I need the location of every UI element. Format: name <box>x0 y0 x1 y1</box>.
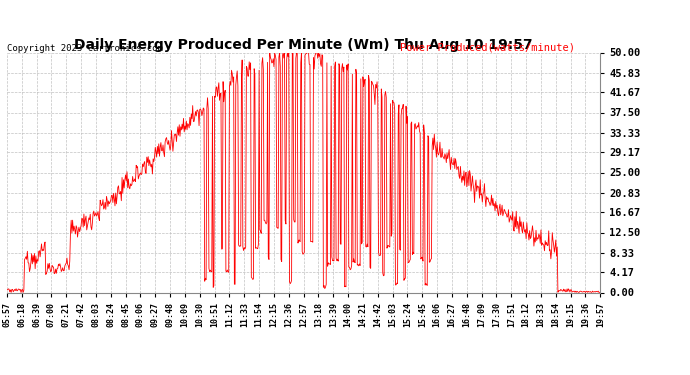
Title: Daily Energy Produced Per Minute (Wm) Thu Aug 10 19:57: Daily Energy Produced Per Minute (Wm) Th… <box>75 39 533 53</box>
Text: Copyright 2023 Cartronics.com: Copyright 2023 Cartronics.com <box>7 44 163 52</box>
Text: Power Produced(watts/minute): Power Produced(watts/minute) <box>400 43 575 52</box>
